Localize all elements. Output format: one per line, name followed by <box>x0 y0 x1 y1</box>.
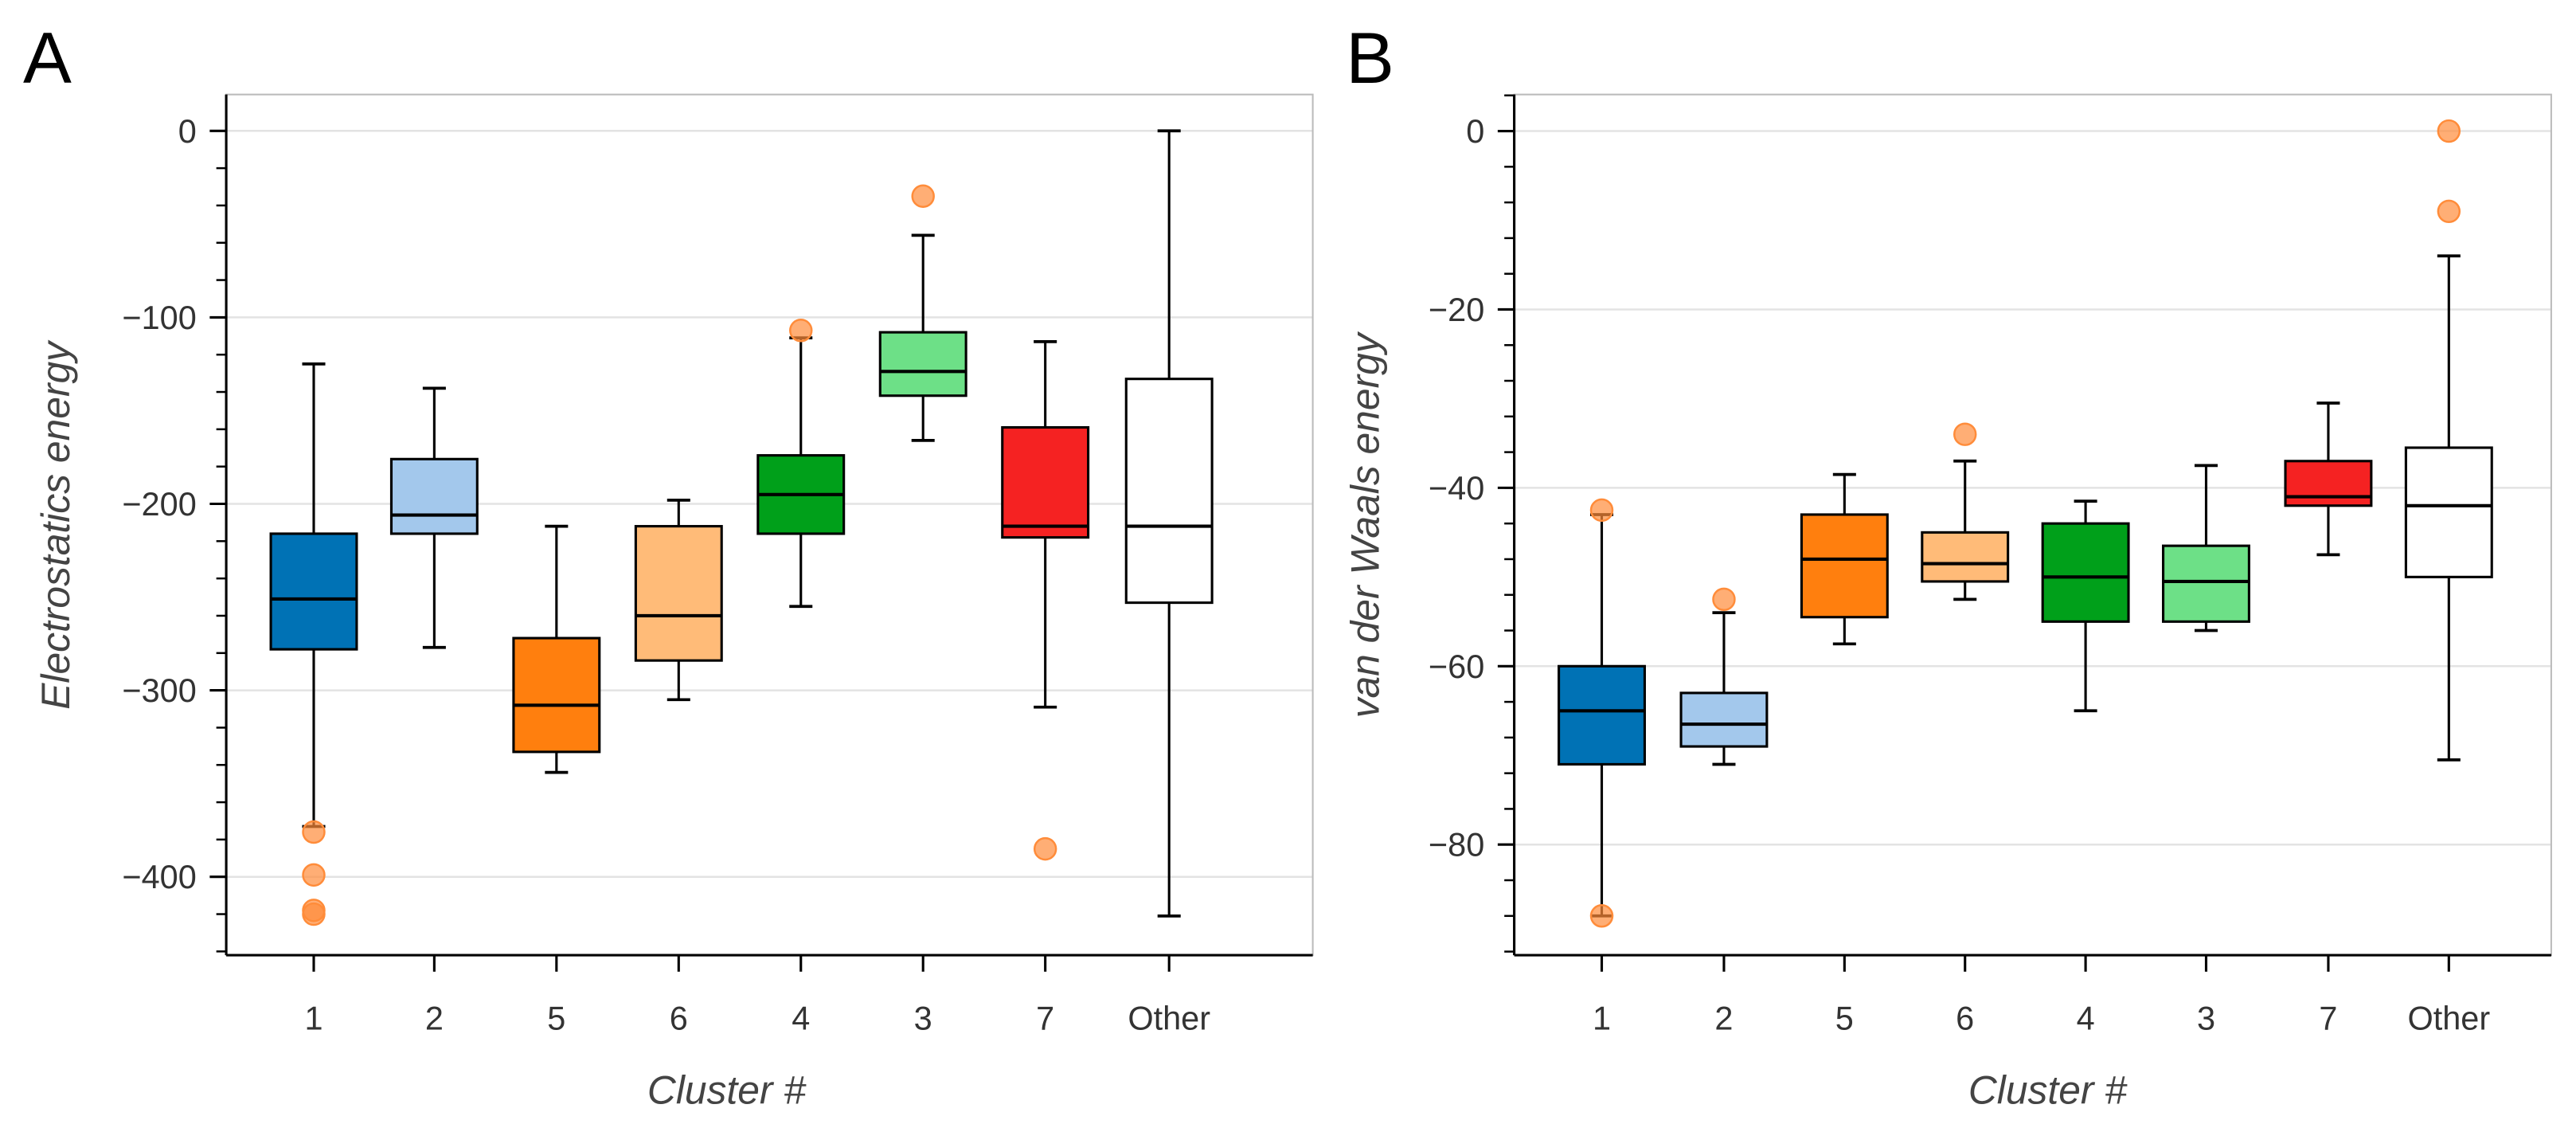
box-cluster-6 <box>634 498 723 702</box>
x-tick-label: 3 <box>914 999 932 1036</box>
x-tick-label: 1 <box>1593 999 1611 1036</box>
plot-frame <box>1513 93 2552 957</box>
box-cluster-1 <box>269 362 358 926</box>
y-tick-label: −200 <box>122 485 196 523</box>
iqr-box <box>1124 378 1214 605</box>
outlier-point <box>1712 587 1736 612</box>
x-tick-label: Other <box>2407 999 2490 1036</box>
x-tick-label: 2 <box>1714 999 1733 1036</box>
y-axis-label-a: Electrostatics energy <box>33 339 78 710</box>
iqr-box <box>1001 425 1090 539</box>
box-cluster-other <box>1124 129 1214 918</box>
x-tick-label: 5 <box>1835 999 1854 1036</box>
outlier-point <box>911 184 935 208</box>
iqr-box <box>1800 513 1889 619</box>
y-tick-label: −40 <box>1429 469 1484 507</box>
box-cluster-2 <box>1679 587 1769 766</box>
iqr-box <box>2284 460 2373 507</box>
x-tick-label: 6 <box>1956 999 1974 1036</box>
iqr-box <box>878 331 967 398</box>
y-tick-label: 0 <box>1466 112 1484 150</box>
iqr-box <box>512 636 601 754</box>
panel-label-b: B <box>1346 18 1394 99</box>
y-tick-label: 0 <box>178 112 197 150</box>
x-tick-label: 7 <box>1036 999 1054 1036</box>
x-tick-label: 3 <box>2197 999 2215 1036</box>
y-tick-label: −100 <box>122 299 196 336</box>
outlier-point <box>302 863 326 887</box>
y-tick-label: −80 <box>1429 826 1484 864</box>
outlier-point <box>1953 422 1977 446</box>
y-tick-label: −60 <box>1429 648 1484 685</box>
box-cluster-4 <box>756 319 846 609</box>
iqr-box <box>1921 531 2010 583</box>
x-axis-label-b: Cluster # <box>1968 1068 2128 1113</box>
y-tick-label: −400 <box>122 858 196 895</box>
box-cluster-5 <box>1800 472 1889 646</box>
iqr-box <box>1679 691 1769 748</box>
box-cluster-other <box>2404 119 2493 762</box>
outlier-point <box>2437 199 2461 224</box>
y-tick-label: −300 <box>122 672 196 709</box>
iqr-box <box>269 532 358 651</box>
box-cluster-3 <box>878 184 967 442</box>
panel-label-a: A <box>23 18 72 99</box>
outlier-point <box>302 820 326 844</box>
y-tick-label: −20 <box>1429 291 1484 328</box>
box-cluster-7 <box>1001 339 1090 861</box>
iqr-box <box>634 525 723 662</box>
x-tick-label: 4 <box>792 999 810 1036</box>
outlier-point <box>302 902 326 926</box>
box-cluster-1 <box>1558 498 1646 928</box>
box-cluster-7 <box>2284 401 2373 557</box>
x-tick-label: 5 <box>547 999 565 1036</box>
x-tick-label: 4 <box>2077 999 2095 1036</box>
box-cluster-2 <box>389 386 479 649</box>
outlier-point <box>1589 498 1614 523</box>
outlier-point <box>1033 836 1057 861</box>
outlier-point <box>1589 904 1614 928</box>
iqr-box <box>389 457 479 535</box>
outlier-point <box>789 319 813 343</box>
outlier-point <box>2437 119 2461 143</box>
iqr-box <box>2162 544 2250 623</box>
y-axis-label-b: van der Waals energy <box>1343 331 1388 718</box>
box-cluster-5 <box>512 524 601 774</box>
box-cluster-3 <box>2162 464 2250 632</box>
iqr-box <box>2041 522 2130 623</box>
box-cluster-6 <box>1921 422 2010 601</box>
x-tick-label: Other <box>1128 999 1210 1036</box>
iqr-box <box>1558 664 1646 766</box>
x-tick-label: 2 <box>425 999 444 1036</box>
x-tick-label: 7 <box>2319 999 2337 1036</box>
x-tick-label: 6 <box>670 999 688 1036</box>
x-tick-label: 1 <box>304 999 322 1036</box>
iqr-box <box>2404 446 2493 578</box>
box-cluster-4 <box>2041 499 2130 713</box>
panel-b-plot: 0 −20 −40 −60 −80 1 2 5 6 4 3 7 Other <box>1429 93 2552 1036</box>
x-axis-label-a: Cluster # <box>647 1068 807 1113</box>
panel-a-plot: 0 −100 −200 −300 −400 1 2 5 6 4 3 7 Other <box>122 93 1314 1036</box>
